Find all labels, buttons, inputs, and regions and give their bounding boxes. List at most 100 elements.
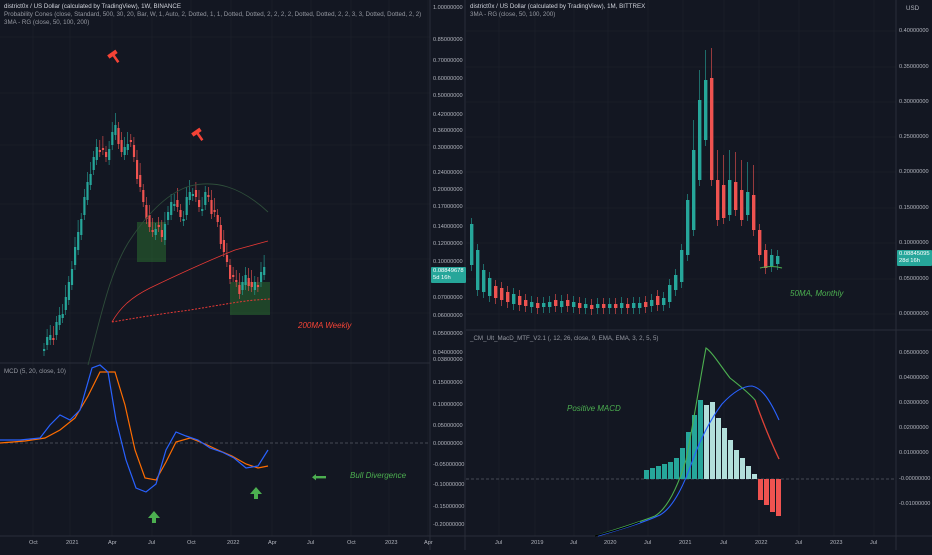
candle xyxy=(620,303,624,308)
price-tick-label: 0.05000000 xyxy=(899,276,929,282)
candle xyxy=(225,255,229,262)
candle xyxy=(512,294,516,304)
macd-tick-label: -0.15000000 xyxy=(433,504,465,510)
price-tick-label: 0.24000000 xyxy=(433,170,463,176)
candle xyxy=(43,349,46,351)
candle xyxy=(238,285,241,294)
price-tick-label: 0.10000000 xyxy=(899,240,929,246)
candle xyxy=(157,225,160,227)
candle xyxy=(232,275,235,277)
candle xyxy=(530,302,534,307)
histogram-bar xyxy=(764,479,769,505)
time-tick-label: 2023 xyxy=(385,540,398,546)
price-tick-label: 0.10000000 xyxy=(433,259,463,265)
candle xyxy=(204,192,207,205)
macd-tick-label: -0.20000000 xyxy=(433,522,465,528)
candle xyxy=(151,230,154,232)
time-tick-label: Jul xyxy=(720,540,728,546)
candle xyxy=(123,147,126,155)
candle xyxy=(752,195,756,230)
macd-history-line xyxy=(594,521,641,537)
left-3ma-legend[interactable]: 3MA - RG (close, 50, 100, 200) xyxy=(4,19,90,26)
histogram-bar xyxy=(752,474,757,479)
histogram-bar xyxy=(668,462,673,479)
candle xyxy=(686,200,690,255)
histogram-bar xyxy=(698,400,703,479)
time-tick-label: Jul xyxy=(870,540,878,546)
accumulation-zone-2 xyxy=(230,282,270,315)
candle xyxy=(219,225,222,244)
candle xyxy=(235,280,238,282)
right-current-price-tag[interactable]: 0.08845095 28d 16h xyxy=(897,250,932,266)
price-tick-label: 0.17000000 xyxy=(433,204,463,210)
histogram-bar xyxy=(716,418,721,479)
candle xyxy=(64,297,67,310)
time-tick-label: Jul xyxy=(644,540,652,546)
price-tick-label: 1.00000000 xyxy=(433,5,463,11)
right-chart-title[interactable]: district0x / US Dollar (calculated by Tr… xyxy=(470,3,646,10)
candle xyxy=(536,303,540,308)
histogram-bar xyxy=(776,479,781,516)
candle xyxy=(692,150,696,230)
arrow-left-icon xyxy=(312,474,326,481)
annotation-bull-divergence: Bull Divergence xyxy=(350,471,407,480)
candle xyxy=(668,285,672,302)
candle xyxy=(114,125,117,135)
histogram-bar xyxy=(692,415,697,479)
candle xyxy=(662,298,666,305)
candle xyxy=(120,140,123,152)
left-macd-legend[interactable]: MCD (5, 20, close, 10) xyxy=(4,368,66,375)
candle xyxy=(101,148,105,150)
candle xyxy=(160,230,163,237)
right-bar-countdown: 28d 16h xyxy=(899,258,920,264)
candle xyxy=(722,185,726,218)
candle xyxy=(244,275,247,285)
candle xyxy=(566,300,570,306)
hammer-icon xyxy=(107,49,120,63)
candle xyxy=(145,205,148,219)
time-tick-label: 2019 xyxy=(531,540,544,546)
candle xyxy=(470,224,474,265)
histogram-bar xyxy=(710,402,715,479)
candle xyxy=(58,315,61,325)
annotation-positive-macd: Positive MACD xyxy=(567,404,621,413)
left-chart-title[interactable]: district0x / US Dollar (calculated by Tr… xyxy=(4,3,181,10)
histogram-bar xyxy=(662,464,667,479)
candle xyxy=(764,250,768,268)
left-current-price-tag[interactable]: 0.08849678 5d 16h xyxy=(431,267,466,283)
candle xyxy=(89,174,92,185)
candle xyxy=(67,282,70,300)
candle xyxy=(194,190,198,197)
macd-tick-label: 0.10000000 xyxy=(433,402,463,408)
candle xyxy=(80,219,83,235)
candle xyxy=(136,160,139,179)
candle xyxy=(210,200,213,214)
histogram-bar xyxy=(674,458,679,479)
right-current-price: 0.08845095 xyxy=(899,251,930,257)
candle xyxy=(207,195,210,197)
candle xyxy=(139,175,142,187)
candle xyxy=(253,282,256,290)
currency-label[interactable]: USD xyxy=(906,5,920,12)
candle xyxy=(98,150,101,152)
right-3ma-legend[interactable]: 3MA - RG (close, 50, 100, 200) xyxy=(470,11,556,18)
price-tick-label: 0.60000000 xyxy=(433,76,463,82)
candle xyxy=(584,304,588,308)
right-macd-legend[interactable]: _CM_Ult_MacD_MTF_V2.1 (, 12, 26, close, … xyxy=(470,335,659,342)
candle xyxy=(55,322,58,335)
annotation-200ma: 200MA Weekly xyxy=(298,321,352,330)
macd-tick-label: 0.02000000 xyxy=(899,425,929,431)
price-tick-label: 0.85000000 xyxy=(433,37,463,43)
candle xyxy=(154,229,157,235)
time-tick-label: 2021 xyxy=(679,540,692,546)
candle xyxy=(728,180,732,215)
candle xyxy=(740,190,744,220)
candle xyxy=(572,302,576,307)
candle xyxy=(179,210,182,217)
candle xyxy=(716,180,720,220)
left-current-price: 0.08849678 xyxy=(433,268,464,274)
candle xyxy=(746,192,750,215)
left-probability-cones-legend[interactable]: Probability Cones (close, Standard, 500,… xyxy=(4,11,422,18)
histogram-bar xyxy=(686,432,691,479)
